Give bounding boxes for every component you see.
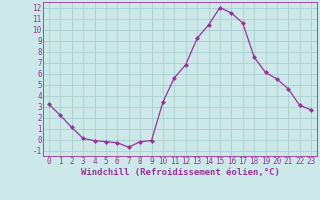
- X-axis label: Windchill (Refroidissement éolien,°C): Windchill (Refroidissement éolien,°C): [81, 168, 279, 177]
